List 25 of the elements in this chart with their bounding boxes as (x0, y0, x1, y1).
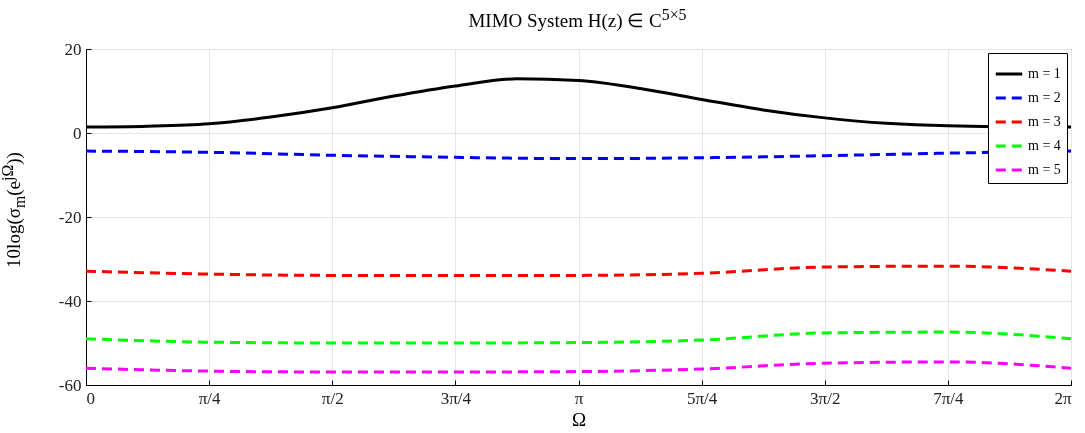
legend-label: m = 3 (1028, 114, 1061, 129)
x-tick-label: 7π/4 (933, 388, 965, 408)
x-tick-label: π (574, 388, 584, 408)
x-tick-label: 0 (86, 388, 95, 408)
y-tick-label: 20 (64, 39, 82, 59)
legend-label: m = 1 (1028, 66, 1061, 81)
line-series (84, 149, 1073, 161)
x-tick-label: 5π/4 (686, 388, 718, 408)
line-series (84, 360, 1073, 374)
chart-title: MIMO System H(z) ∈ C$^{5×5}$ (467, 6, 688, 33)
line-series (84, 264, 1073, 277)
legend-label: m = 2 (1028, 90, 1061, 105)
line-series (84, 330, 1073, 345)
x-tick-label: π/2 (321, 388, 344, 408)
legend-label: m = 4 (1028, 138, 1061, 153)
x-tick-label: 3π/4 (440, 388, 472, 408)
x-axis-title: Ω (571, 408, 587, 430)
y-tick-label: -20 (58, 207, 82, 227)
x-tick-label: 2π (1054, 388, 1072, 408)
y-tick-label: -40 (58, 291, 82, 311)
legend-label: m = 5 (1028, 162, 1061, 177)
x-tick-label: 3π/2 (810, 388, 841, 408)
y-tick-label: -60 (58, 375, 82, 395)
x-tick-label: π/4 (198, 388, 222, 408)
y-tick-label: 0 (73, 123, 82, 143)
